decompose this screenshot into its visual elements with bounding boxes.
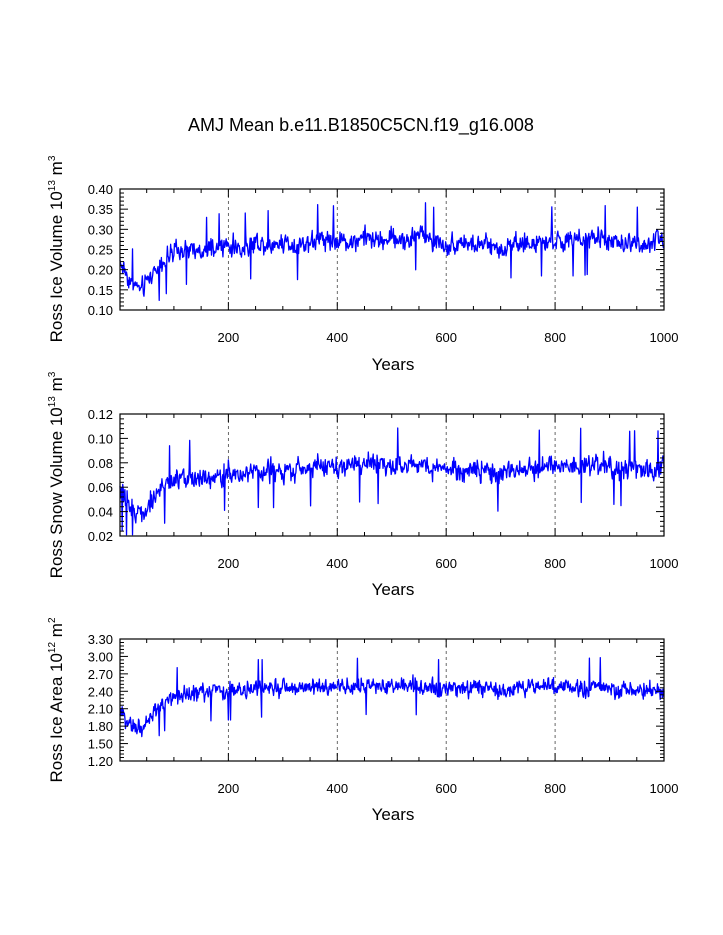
- y-tick-label: 0.12: [88, 407, 113, 422]
- y-tick-label: 0.20: [88, 263, 113, 278]
- x-axis-ticks: 200 400 600 800 1000: [146, 189, 679, 345]
- y-tick-label: 0.02: [88, 529, 113, 544]
- y-tick-label: 1.20: [88, 754, 113, 769]
- x-tick-label: 400: [326, 330, 348, 345]
- grid-lines: [227, 189, 556, 310]
- x-tick-label: 1000: [650, 781, 679, 796]
- y-axis-label: Ross Ice Volume 1013 m3: [47, 155, 66, 342]
- x-axis-ticks: 200 400 600 800 1000: [146, 414, 679, 571]
- y-tick-label: 1.50: [88, 737, 113, 752]
- x-tick-label: 800: [544, 556, 566, 571]
- x-tick-label: 600: [435, 556, 457, 571]
- y-tick-label: 2.70: [88, 667, 113, 682]
- x-axis-label: Years: [372, 355, 415, 374]
- y-tick-label: 0.25: [88, 243, 113, 258]
- y-tick-label: 0.08: [88, 456, 113, 471]
- y-tick-label: 0.35: [88, 202, 113, 217]
- y-axis-label: Ross Snow Volume 1013 m3: [47, 371, 66, 578]
- plot-frame: [119, 413, 665, 537]
- x-tick-label: 400: [326, 781, 348, 796]
- x-tick-label: 800: [544, 781, 566, 796]
- y-tick-label: 0.15: [88, 283, 113, 298]
- x-tick-label: 1000: [650, 330, 679, 345]
- figure-title: AMJ Mean b.e11.B1850C5CN.f19_g16.008: [188, 115, 534, 136]
- y-tick-label: 0.06: [88, 480, 113, 495]
- x-tick-label: 600: [435, 781, 457, 796]
- grid-lines: [227, 639, 556, 761]
- plot-frame: [119, 638, 665, 762]
- y-tick-label: 2.40: [88, 684, 113, 699]
- x-axis-label: Years: [372, 580, 415, 599]
- y-axis-ticks: 0.02 0.04 0.06 0.08 0.10 0.12: [88, 407, 664, 544]
- y-axis-ticks: 0.10 0.15 0.20 0.25 0.30 0.35 0.40: [88, 182, 664, 318]
- x-tick-label: 600: [435, 330, 457, 345]
- x-tick-label: 200: [218, 556, 240, 571]
- y-tick-label: 0.10: [88, 303, 113, 318]
- x-tick-label: 200: [218, 781, 240, 796]
- y-tick-label: 3.30: [88, 632, 113, 647]
- plot-frame: [119, 188, 665, 311]
- x-tick-label: 1000: [650, 556, 679, 571]
- x-axis-label: Years: [372, 805, 415, 824]
- panel-ross-ice-area: Ross Ice Area 1012 m2 200 400 600 800 1000 1…: [47, 617, 678, 824]
- series-line: [119, 427, 665, 536]
- x-tick-label: 200: [218, 330, 240, 345]
- y-tick-label: 0.40: [88, 182, 113, 197]
- x-axis-ticks: 200 400 600 800 1000: [146, 639, 679, 796]
- y-tick-label: 0.04: [88, 505, 113, 520]
- y-tick-label: 3.00: [88, 649, 113, 664]
- svg-text:Ross Snow Volume 1013 m3: Ross Snow Volume 1013 m3: [47, 371, 66, 578]
- svg-text:Ross Ice Area 1012 m2: Ross Ice Area 1012 m2: [47, 617, 66, 782]
- y-axis-ticks: 1.20 1.50 1.80 2.10 2.40 2.70 3.00 3.30: [88, 632, 664, 769]
- y-axis-label: Ross Ice Area 1012 m2: [47, 617, 66, 782]
- y-tick-label: 2.10: [88, 702, 113, 717]
- y-tick-label: 0.10: [88, 431, 113, 446]
- y-tick-label: 0.30: [88, 222, 113, 237]
- x-tick-label: 800: [544, 330, 566, 345]
- panel-ross-snow-volume: Ross Snow Volume 1013 m3 200 400 600 800 100…: [47, 371, 678, 599]
- series-line: [119, 657, 665, 738]
- svg-text:Ross Ice Volume 1013 m3: Ross Ice Volume 1013 m3: [47, 155, 66, 342]
- x-tick-label: 400: [326, 556, 348, 571]
- panel-ross-ice-volume: Ross Ice Volume 1013 m3 200 400 600 800 1000…: [47, 155, 678, 374]
- series-line: [119, 202, 665, 301]
- y-tick-label: 1.80: [88, 719, 113, 734]
